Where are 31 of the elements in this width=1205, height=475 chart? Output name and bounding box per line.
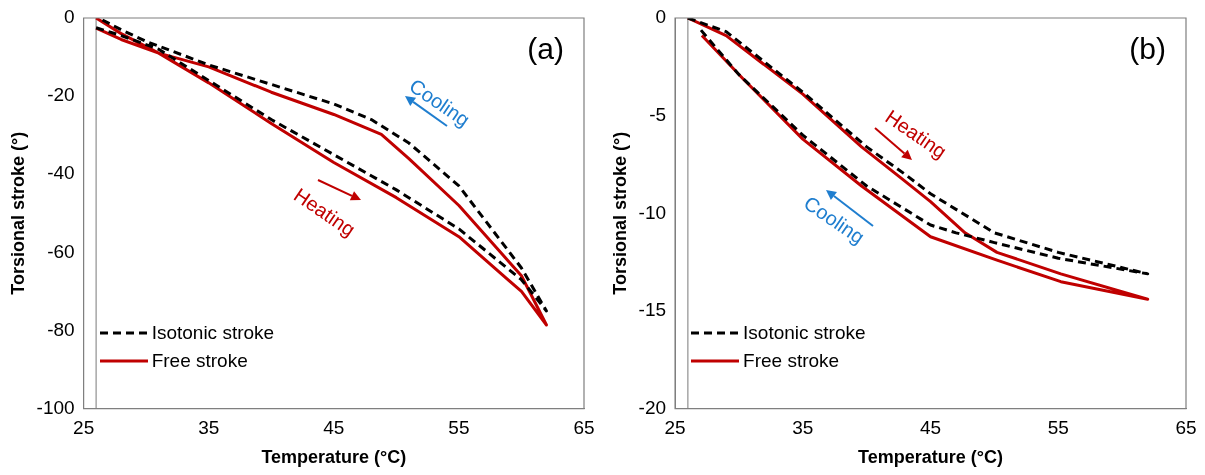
x-tick-label: 55 [1047,417,1069,439]
x-axis-title: Temperature (°C) [261,447,407,468]
x-tick-label: 45 [323,417,345,439]
x-tick-label: 25 [73,417,95,439]
annotation: (b) [1129,32,1166,66]
x-tick-label: 25 [664,417,686,439]
y-tick-label: 0 [64,6,75,28]
y-tick-label: -40 [47,162,75,184]
y-axis-title: Torsional stroke (°) [609,131,630,295]
legend-label: Free stroke [151,349,248,372]
y-tick-label: -5 [649,103,667,125]
x-tick-label: 45 [919,417,942,439]
x-tick-label: 55 [448,417,470,439]
y-tick-label: -20 [638,396,667,418]
x-tick-label: 35 [792,417,814,439]
y-tick-label: -20 [47,84,75,106]
y-tick-label: -10 [638,201,667,223]
y-tick-label: -60 [47,240,75,262]
annotation: (a) [527,32,564,66]
y-axis-title: Torsional stroke (°) [7,131,28,295]
x-tick-label: 35 [198,417,220,439]
legend-label: Isotonic stroke [151,321,275,344]
y-tick-label: -15 [638,299,667,321]
y-tick-label: -100 [36,396,75,418]
x-tick-label: 65 [573,417,595,439]
y-tick-label: -80 [47,318,75,340]
legend-label: Isotonic stroke [743,321,866,344]
x-tick-label: 65 [1175,417,1197,439]
legend-label: Free stroke [743,349,840,372]
x-axis-title: Temperature (°C) [858,447,1003,468]
y-tick-label: 0 [655,6,667,28]
